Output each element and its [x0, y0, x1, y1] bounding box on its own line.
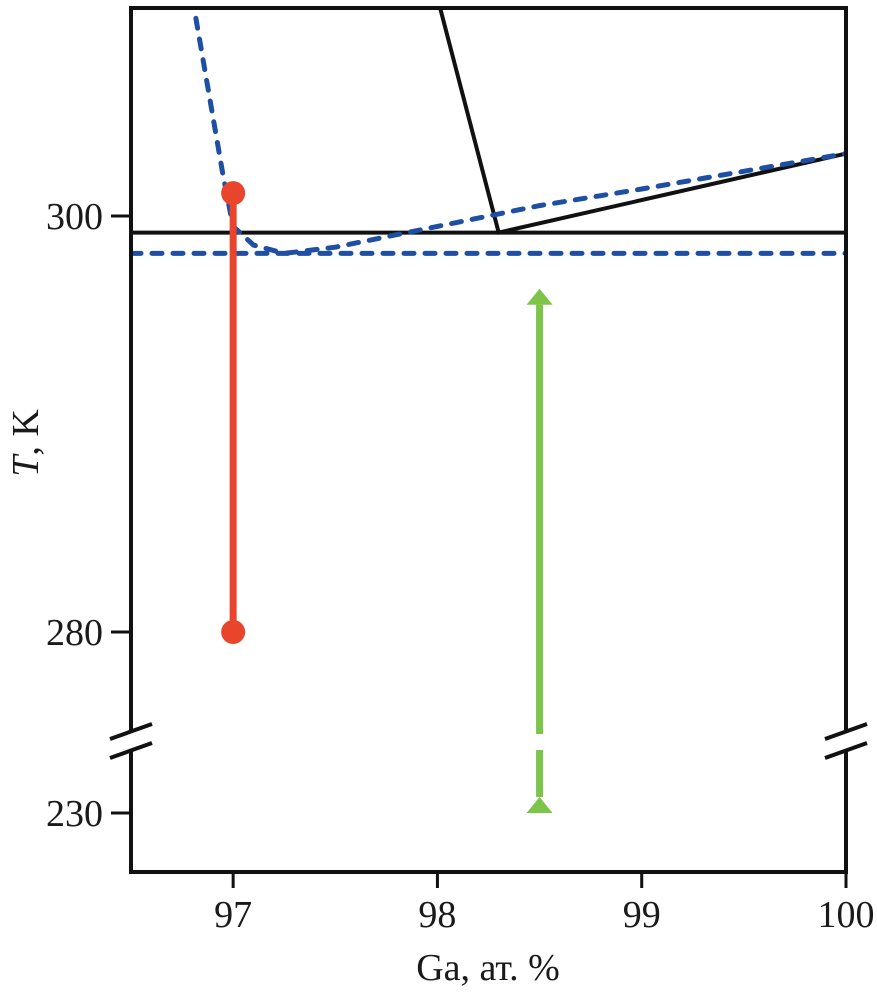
y-tick-label-280: 280 [46, 612, 103, 654]
y-axis-title-symbol: T [5, 453, 47, 477]
red-path-start-marker [221, 181, 246, 206]
axis-ticks [111, 214, 848, 888]
phase-lines [131, 8, 846, 256]
y-axis-title-unit: , K [5, 409, 47, 456]
solid-phase-line-2 [496, 151, 846, 235]
green-path-top-arrow [526, 288, 553, 305]
y-axis-title: T, K [5, 409, 47, 477]
x-tick-label-98: 98 [418, 894, 456, 936]
x-tick-label-97: 97 [214, 894, 252, 936]
axis-break-mark-right-1 [824, 722, 868, 741]
green-path-bottom-arrow [526, 797, 553, 813]
axis-labels: 97 98 99 100 300 280 230 [46, 196, 875, 936]
x-tick-label-100: 100 [818, 894, 875, 936]
y-tick-label-300: 300 [46, 196, 103, 238]
x-tick-label-99: 99 [623, 894, 661, 936]
y-tick-label-230: 230 [46, 793, 103, 835]
red-path-end-marker [221, 620, 246, 644]
axis-break-mark-left-1 [109, 722, 153, 741]
axis-break-mark-left-2 [109, 741, 153, 760]
axis-break-mark-right-2 [824, 741, 868, 760]
solid-phase-line-1 [438, 8, 501, 235]
x-axis-title: Ga, ат. % [416, 947, 560, 989]
plot-frame [109, 6, 868, 874]
dashed-phase-line-4 [191, 8, 846, 256]
transition-paths [221, 181, 553, 813]
